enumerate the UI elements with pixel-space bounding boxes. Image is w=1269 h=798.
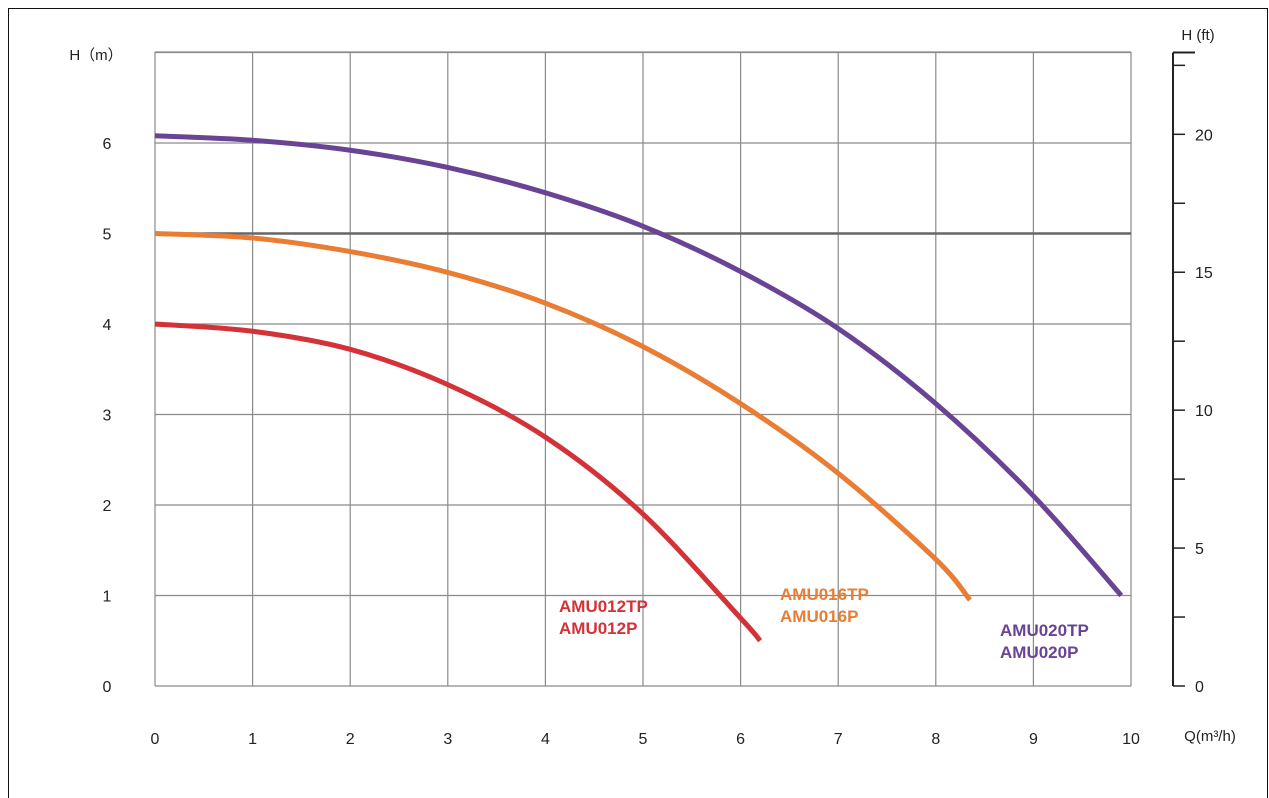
labels: H（m） H (ft) Q(m³/h) AMU012TP AMU012P AMU016TP… <box>69 27 1236 745</box>
y2-axis-title: H (ft) <box>1181 27 1214 44</box>
x-tick-label: 3 <box>443 731 452 748</box>
series-label-line: AMU020TP <box>1000 621 1089 640</box>
grid <box>154 51 1132 687</box>
label-amu020: AMU020TP AMU020P <box>1000 621 1089 662</box>
curve-amu020 <box>154 133 1124 598</box>
series-label-line: AMU016TP <box>780 585 869 604</box>
x-axis-title: Q(m³/h) <box>1184 728 1236 745</box>
curve-amu012 <box>154 321 763 643</box>
chart-frame <box>8 8 1268 798</box>
series-label-line: AMU012TP <box>559 597 648 616</box>
y2-tick-label: 15 <box>1195 265 1213 282</box>
x-tick-label: 8 <box>931 731 940 748</box>
x-tick-label: 5 <box>639 731 648 748</box>
x-tick-label: 4 <box>541 731 550 748</box>
series-label-line: AMU020P <box>1000 643 1078 662</box>
curve-amu016 <box>154 231 972 602</box>
y2-tick-label: 20 <box>1195 127 1213 144</box>
x-tick-label: 7 <box>834 731 843 748</box>
curves <box>154 133 1124 643</box>
label-amu016: AMU016TP AMU016P <box>780 585 869 626</box>
x-tick-label: 2 <box>346 731 355 748</box>
series-label-line: AMU016P <box>780 607 858 626</box>
y-tick-label: 2 <box>103 498 112 515</box>
y-tick-label: 5 <box>103 227 112 244</box>
x-tick-label: 0 <box>151 731 160 748</box>
y2-tick-label: 5 <box>1195 541 1204 558</box>
y-tick-label: 3 <box>103 408 112 425</box>
y2-tick-label: 10 <box>1195 403 1213 420</box>
x-tick-label: 9 <box>1029 731 1038 748</box>
y-tick-label: 1 <box>103 589 112 606</box>
y-tick-label: 6 <box>103 136 112 153</box>
y-tick-label: 0 <box>103 679 112 696</box>
x-tick-label: 6 <box>736 731 745 748</box>
series-label-line: AMU012P <box>559 619 637 638</box>
axes: 0 1 2 3 4 5 6 0 1 2 3 4 5 6 7 8 9 10 0 5 10 15 20 <box>103 51 1213 748</box>
x-tick-label: 1 <box>248 731 257 748</box>
y2-tick-label: 0 <box>1195 679 1204 696</box>
label-amu012: AMU012TP AMU012P <box>559 597 648 638</box>
y-tick-label: 4 <box>103 317 112 334</box>
y-axis-title: H（m） <box>69 47 122 64</box>
x-tick-label: 10 <box>1122 731 1140 748</box>
